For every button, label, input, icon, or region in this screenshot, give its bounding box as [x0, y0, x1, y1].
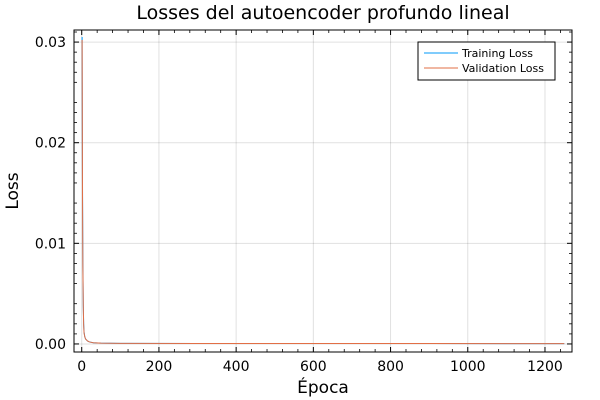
y-tick-labels: 0.00 0.01 0.02 0.03: [35, 35, 66, 353]
y-tick-label: 0.01: [35, 236, 66, 252]
plot-frame: [73, 29, 573, 353]
x-tick-label: 1000: [450, 359, 486, 375]
x-tick-labels: 0 200 400 600 800 1000 1200: [77, 359, 563, 375]
y-tick-label: 0.03: [35, 35, 66, 51]
x-tick-label: 200: [146, 359, 173, 375]
series-line-validation-loss: [81, 40, 565, 345]
legend-label-validation-loss: Validation Loss: [462, 62, 544, 75]
x-tick-label: 0: [77, 359, 86, 375]
axis-ticks: [74, 30, 572, 352]
y-axis-label: Loss: [3, 172, 23, 209]
x-tick-label: 600: [300, 359, 327, 375]
x-tick-label: 800: [377, 359, 404, 375]
y-tick-label: 0.00: [35, 337, 66, 353]
legend: Training Loss Validation Loss: [417, 41, 556, 81]
x-tick-label: 1200: [527, 359, 563, 375]
x-axis-label: Época: [297, 376, 349, 398]
x-tick-label: 400: [223, 359, 250, 375]
legend-box: [417, 41, 556, 81]
chart-title: Losses del autoencoder profundo lineal: [136, 2, 509, 24]
series-lines: [81, 37, 565, 345]
legend-label-training-loss: Training Loss: [461, 47, 533, 60]
y-tick-label: 0.02: [35, 136, 66, 152]
